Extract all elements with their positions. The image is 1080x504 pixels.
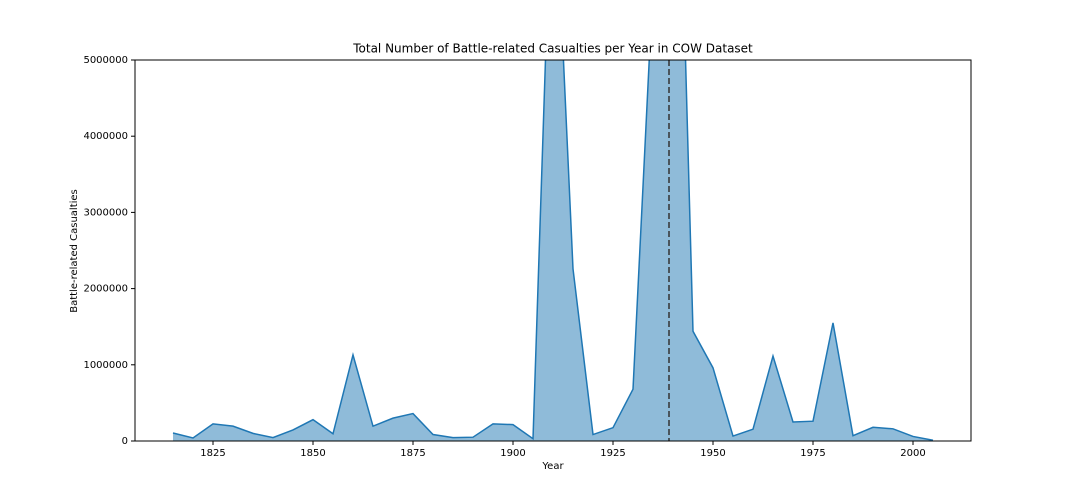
y-tick-label: 0 <box>122 436 128 447</box>
x-tick-label: 1875 <box>400 448 425 459</box>
x-tick-label: 2000 <box>900 448 925 459</box>
area-fill <box>173 60 933 441</box>
y-tick-label: 2000000 <box>83 284 128 295</box>
x-tick-label: 1850 <box>300 448 325 459</box>
y-axis-label: Battle-related Casualties <box>69 189 80 313</box>
chart-title: Total Number of Battle-related Casualtie… <box>352 42 753 56</box>
y-tick-label: 5000000 <box>83 55 128 66</box>
x-tick-label: 1825 <box>200 448 225 459</box>
x-tick-label: 1950 <box>700 448 725 459</box>
y-tick-label: 1000000 <box>83 360 128 371</box>
area-line <box>172 60 934 441</box>
x-tick-label: 1900 <box>500 448 525 459</box>
x-tick-label: 1975 <box>800 448 825 459</box>
x-axis-label: Year <box>541 461 564 472</box>
y-tick-label: 4000000 <box>83 131 128 142</box>
x-tick-label: 1925 <box>600 448 625 459</box>
y-tick-label: 3000000 <box>83 207 128 218</box>
plot-frame <box>134 59 972 442</box>
plot-area <box>172 60 934 441</box>
